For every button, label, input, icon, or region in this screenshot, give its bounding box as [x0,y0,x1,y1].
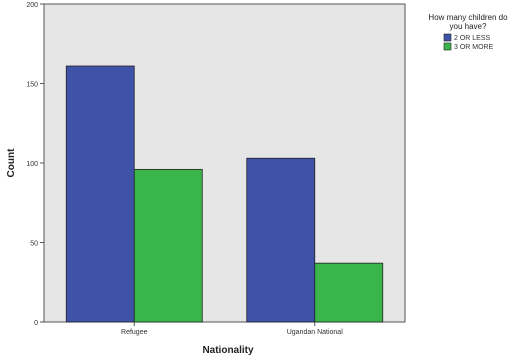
bar-refugee-series-1 [133,168,203,323]
y-tick-label: 100 [26,161,38,168]
legend-items: 2 OR LESS 3 OR MORE [443,33,494,51]
bar-ugandan-national-series-1 [314,262,384,323]
legend-swatch [443,33,452,42]
legend-title-line2: you have? [450,22,487,31]
x-axis-label: Nationality [202,345,254,356]
legend-title-line1: How many children do [428,13,508,22]
bars-group [65,65,384,323]
bar-refugee-series-0 [65,65,135,323]
y-tick-label: 150 [26,82,38,89]
y-axis-label: Count [6,148,17,178]
legend-entry-label: 2 OR LESS [454,35,491,42]
legend-entry-label: 3 OR MORE [454,44,494,51]
bar-ugandan-national-series-0 [246,157,316,323]
legend: How many children do you have? 2 OR LESS… [428,13,508,51]
legend-swatch [443,42,452,51]
y-axis-ticks: 0 50 100 150 200 [26,2,44,327]
y-tick-label: 200 [26,2,38,9]
x-axis-ticks: Refugee Ugandan National [121,322,343,336]
y-tick-label: 50 [30,241,38,248]
x-tick-label: Ugandan National [287,329,343,336]
y-tick-label: 0 [34,320,38,327]
x-tick-label: Refugee [121,329,148,336]
